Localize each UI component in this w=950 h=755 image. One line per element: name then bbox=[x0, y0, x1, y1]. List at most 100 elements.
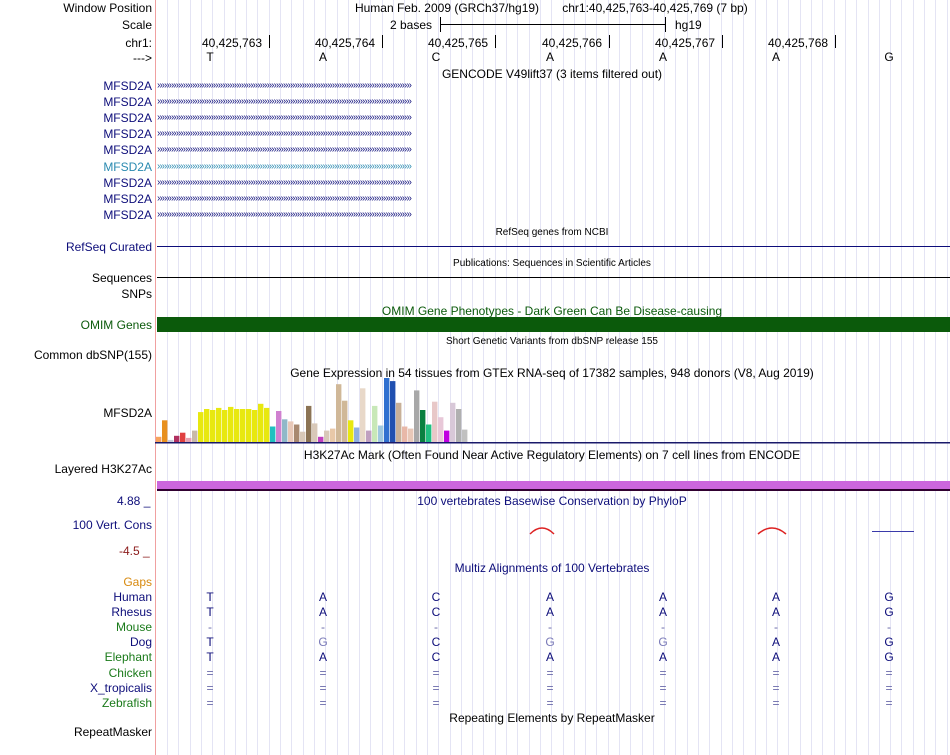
gencode-transcript-line[interactable]: ››››››››››››››››››››››››››››››››››››››››… bbox=[157, 129, 412, 139]
grid-line bbox=[190, 0, 191, 755]
gencode-transcript-line[interactable]: ››››››››››››››››››››››››››››››››››››››››… bbox=[157, 210, 412, 220]
species-label[interactable]: Elephant bbox=[104, 650, 152, 664]
sequences-track-line[interactable] bbox=[157, 277, 950, 278]
dbsnp-track-label[interactable]: Common dbSNP(155) bbox=[33, 348, 152, 362]
gtex-tissue-bar[interactable] bbox=[330, 428, 336, 442]
gtex-tissue-bar[interactable] bbox=[210, 410, 216, 442]
gtex-tissue-bar[interactable] bbox=[366, 430, 372, 442]
refseq-track-label[interactable]: RefSeq Curated bbox=[65, 240, 152, 254]
gtex-tissue-bar[interactable] bbox=[318, 436, 324, 442]
gencode-transcript-label[interactable]: MFSD2A bbox=[103, 95, 152, 109]
gtex-tissue-bar[interactable] bbox=[420, 410, 426, 442]
gtex-tissue-bar[interactable] bbox=[216, 407, 222, 442]
gtex-tissue-bar[interactable] bbox=[336, 384, 342, 442]
gencode-transcript-label[interactable]: MFSD2A bbox=[103, 192, 152, 206]
gtex-tissue-bar[interactable] bbox=[450, 402, 456, 442]
gencode-transcript-line[interactable]: ››››››››››››››››››››››››››››››››››››››››… bbox=[157, 81, 412, 91]
gtex-tissue-bar[interactable] bbox=[312, 423, 318, 442]
gtex-tissue-bar[interactable] bbox=[342, 400, 348, 442]
gtex-tissue-bar[interactable] bbox=[240, 409, 246, 442]
sequences-track-label[interactable]: Sequences bbox=[91, 271, 152, 285]
gencode-transcript-label[interactable]: MFSD2A bbox=[103, 79, 152, 93]
gtex-tissue-bar[interactable] bbox=[354, 427, 360, 443]
grid-line bbox=[348, 0, 349, 755]
species-label[interactable]: Chicken bbox=[108, 666, 152, 680]
gencode-transcript-line[interactable]: ››››››››››››››››››››››››››››››››››››››››… bbox=[157, 162, 412, 172]
gtex-tissue-bar[interactable] bbox=[264, 407, 270, 442]
gencode-transcript-label[interactable]: MFSD2A bbox=[103, 176, 152, 190]
grid-line bbox=[755, 0, 756, 755]
gencode-transcript-line[interactable]: ››››››››››››››››››››››››››››››››››››››››… bbox=[157, 194, 412, 204]
gtex-expression-chart[interactable] bbox=[155, 378, 950, 446]
species-label[interactable]: X_tropicalis bbox=[89, 681, 152, 695]
gtex-tissue-bar[interactable] bbox=[204, 409, 210, 442]
gtex-tissue-bar[interactable] bbox=[270, 426, 276, 443]
chrom-label: chr1: bbox=[125, 36, 152, 50]
gencode-transcript-label[interactable]: MFSD2A bbox=[103, 127, 152, 141]
gencode-transcript-line[interactable]: ››››››››››››››››››››››››››››››››››››››››… bbox=[157, 97, 412, 107]
gtex-tissue-bar[interactable] bbox=[168, 439, 174, 442]
gtex-tissue-bar[interactable] bbox=[462, 429, 468, 442]
aligned-base: = bbox=[885, 696, 893, 710]
species-label[interactable]: Mouse bbox=[115, 620, 152, 634]
species-label[interactable]: Dog bbox=[129, 635, 152, 649]
gtex-tissue-bar[interactable] bbox=[282, 419, 288, 442]
gtex-tissue-bar[interactable] bbox=[228, 406, 234, 442]
gtex-tissue-bar[interactable] bbox=[378, 425, 384, 443]
gtex-tissue-bar[interactable] bbox=[276, 411, 282, 442]
omim-track-label[interactable]: OMIM Genes bbox=[80, 318, 152, 332]
gencode-transcript-line[interactable]: ››››››››››››››››››››››››››››››››››››››››… bbox=[157, 178, 412, 188]
gtex-tissue-bar[interactable] bbox=[408, 428, 414, 442]
coordinate-tick bbox=[609, 35, 610, 48]
gtex-tissue-bar[interactable] bbox=[432, 401, 438, 442]
gtex-tissue-bar[interactable] bbox=[186, 437, 192, 442]
gtex-tissue-bar[interactable] bbox=[444, 430, 450, 442]
gtex-tissue-bar[interactable] bbox=[306, 405, 312, 442]
phylop-peak-2 bbox=[757, 527, 787, 535]
gtex-tissue-bar[interactable] bbox=[174, 435, 180, 442]
gtex-tissue-bar[interactable] bbox=[180, 432, 186, 442]
gtex-tissue-bar[interactable] bbox=[402, 426, 408, 443]
gencode-transcript-line[interactable]: ››››››››››››››››››››››››››››››››››››››››… bbox=[157, 113, 412, 123]
gencode-transcript-label[interactable]: MFSD2A bbox=[103, 143, 152, 157]
gtex-tissue-bar[interactable] bbox=[252, 410, 258, 442]
gtex-tissue-bar[interactable] bbox=[324, 430, 330, 442]
gtex-tissue-bar[interactable] bbox=[384, 378, 390, 442]
refseq-track-line[interactable] bbox=[157, 246, 950, 247]
gtex-tissue-bar[interactable] bbox=[162, 420, 168, 442]
gtex-tissue-bar[interactable] bbox=[360, 388, 366, 442]
h3k27ac-signal-bar[interactable] bbox=[157, 481, 950, 489]
gtex-tissue-bar[interactable] bbox=[234, 409, 240, 442]
gtex-tissue-bar[interactable] bbox=[438, 417, 444, 442]
gtex-tissue-bar[interactable] bbox=[348, 420, 354, 442]
gtex-tissue-bar[interactable] bbox=[414, 390, 420, 442]
gtex-tissue-bar[interactable] bbox=[300, 431, 306, 442]
gtex-tissue-bar[interactable] bbox=[192, 430, 198, 442]
gtex-tissue-bar[interactable] bbox=[156, 436, 162, 442]
gtex-tissue-bar[interactable] bbox=[294, 424, 300, 443]
h3k27ac-track-label[interactable]: Layered H3K27Ac bbox=[54, 462, 152, 476]
gtex-tissue-bar[interactable] bbox=[288, 421, 294, 442]
gtex-tissue-bar[interactable] bbox=[396, 402, 402, 442]
gtex-tissue-bar[interactable] bbox=[390, 381, 396, 442]
gtex-tissue-bar[interactable] bbox=[198, 412, 204, 442]
gtex-tissue-bar[interactable] bbox=[372, 405, 378, 442]
gtex-tissue-bar[interactable] bbox=[456, 409, 462, 442]
omim-gene-bar[interactable] bbox=[157, 317, 950, 332]
species-label[interactable]: Human bbox=[113, 590, 152, 604]
gtex-track-label[interactable]: MFSD2A bbox=[103, 406, 152, 420]
species-label[interactable]: Rhesus bbox=[111, 605, 152, 619]
gencode-transcript-label[interactable]: MFSD2A bbox=[103, 208, 152, 222]
gencode-transcript-line[interactable]: ››››››››››››››››››››››››››››››››››››››››… bbox=[157, 145, 412, 155]
grid-line bbox=[596, 0, 597, 755]
species-label[interactable]: Zebrafish bbox=[101, 696, 152, 710]
gtex-tissue-bar[interactable] bbox=[258, 403, 264, 442]
gencode-transcript-label[interactable]: MFSD2A bbox=[103, 111, 152, 125]
gtex-tissue-bar[interactable] bbox=[246, 409, 252, 442]
aligned-base: A bbox=[318, 650, 328, 664]
phylop-track-label[interactable]: 100 Vert. Cons bbox=[72, 518, 152, 532]
gtex-tissue-bar[interactable] bbox=[222, 410, 228, 442]
gtex-tissue-bar[interactable] bbox=[426, 424, 432, 443]
gencode-transcript-label[interactable]: MFSD2A bbox=[103, 160, 152, 174]
repeatmasker-track-label[interactable]: RepeatMasker bbox=[73, 725, 152, 739]
